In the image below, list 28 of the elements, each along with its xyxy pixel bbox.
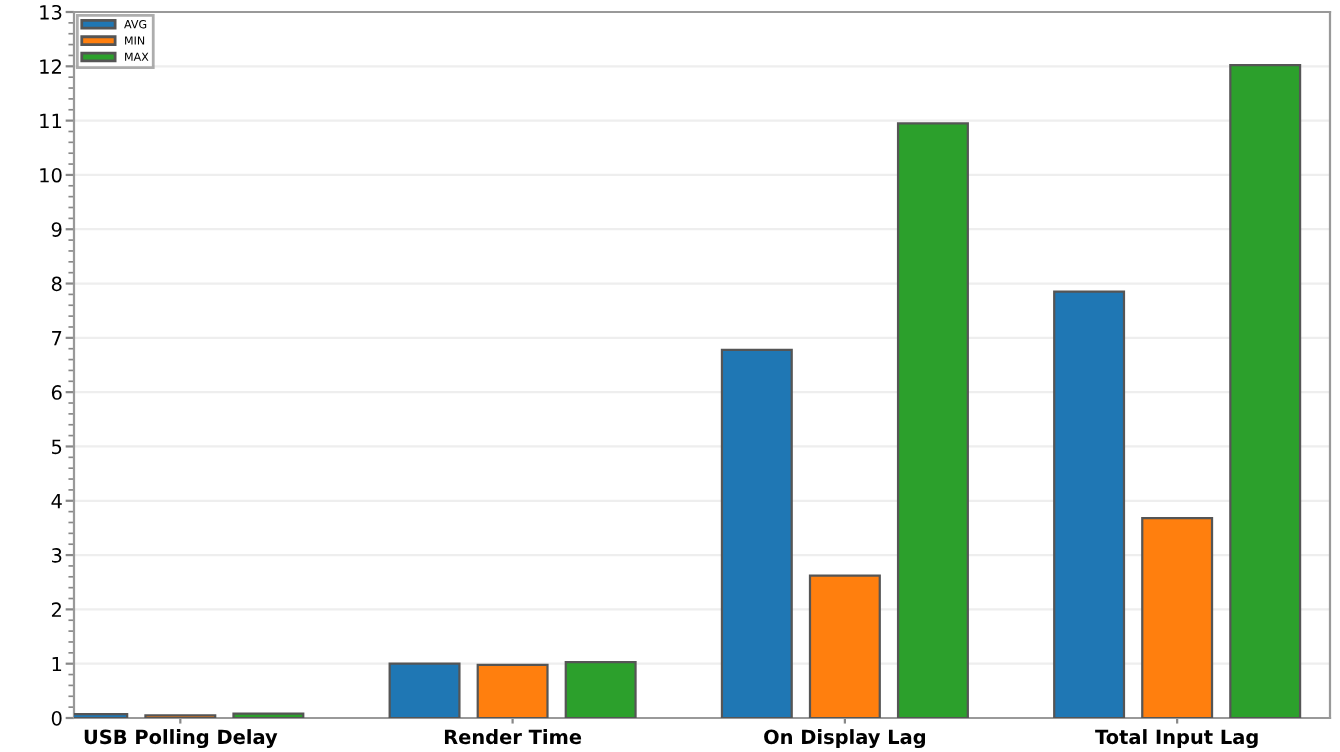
y-tick-label: 8 — [51, 276, 62, 292]
x-tick-label: On Display Lag — [764, 729, 925, 749]
y-tick-label: 1 — [52, 656, 62, 672]
y-tick-label: 11 — [40, 113, 62, 128]
y-tick-label: 9 — [51, 222, 62, 237]
x-tick-label: Total Input Lag — [1095, 729, 1258, 749]
y-tick-label: 5 — [52, 439, 62, 455]
bar — [1229, 64, 1302, 718]
bar — [388, 662, 461, 718]
y-tick-label: 10 — [40, 167, 62, 183]
x-tick-label: USB Polling Delay — [84, 729, 278, 749]
y-tick-label: 6 — [51, 385, 62, 400]
bar — [720, 348, 793, 718]
bar — [232, 712, 305, 718]
y-tick-label: 13 — [40, 4, 62, 20]
y-tick-label: 4 — [51, 493, 62, 509]
bar — [1141, 517, 1214, 718]
bar — [808, 574, 881, 718]
x-tick-label: Render Time — [444, 729, 582, 745]
y-tick-label: 3 — [52, 548, 62, 563]
bar — [564, 660, 637, 718]
y-tick-label: 0 — [51, 710, 62, 726]
y-tick-label: 7 — [52, 331, 62, 346]
bar — [1053, 290, 1126, 718]
bar — [476, 663, 549, 718]
bar — [896, 122, 969, 718]
y-tick-label: 2 — [51, 602, 61, 617]
y-tick-label: 12 — [40, 59, 61, 74]
